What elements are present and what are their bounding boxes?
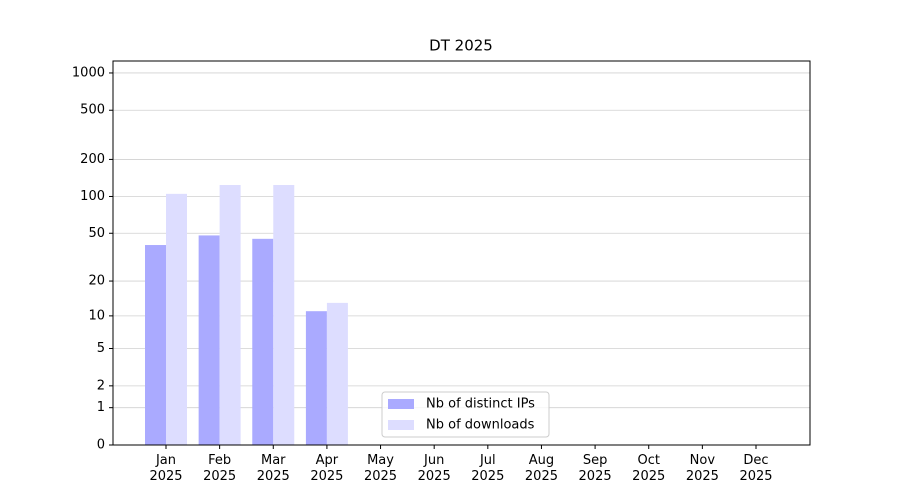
y-tick-label: 100 [80,189,105,204]
chart-title: DT 2025 [429,37,493,55]
legend-label: Nb of distinct IPs [426,397,535,412]
bar [326,302,348,445]
y-tick-label: 1 [97,400,105,415]
bar [198,235,220,445]
x-tick-label: Aug 2025 [524,453,558,484]
x-tick-label: Jun 2025 [417,453,451,484]
y-tick-label: 50 [88,226,105,241]
x-tick-label: Jan 2025 [149,453,183,484]
bar [219,184,241,445]
plot-frame [112,60,811,446]
bar [166,193,187,445]
x-tick-label: Nov 2025 [685,453,719,484]
y-tick-label: 0 [97,438,105,453]
bar [305,311,327,445]
x-tick-label: Feb 2025 [203,453,237,484]
y-tick-label: 5 [97,341,105,356]
x-tick-label: Sep 2025 [578,453,612,484]
y-tick-label: 500 [80,103,105,118]
y-tick-label: 200 [80,152,105,167]
x-tick-label: Apr 2025 [310,453,344,484]
legend-swatch [388,420,414,430]
x-tick-label: Mar 2025 [256,453,290,484]
x-tick-label: Oct 2025 [632,453,666,484]
y-tick-label: 1000 [72,65,105,80]
bar [273,184,295,445]
y-tick-label: 10 [88,308,105,323]
x-tick-label: May 2025 [363,453,398,484]
x-tick-label: Jul 2025 [471,453,505,484]
bar [145,245,166,445]
y-tick-label: 2 [97,378,105,393]
x-tick-label: Dec 2025 [739,453,773,484]
legend-swatch [388,399,414,409]
legend-label: Nb of downloads [426,418,535,433]
y-tick-label: 20 [88,274,105,289]
bar [252,238,274,445]
legend-box [381,391,550,438]
